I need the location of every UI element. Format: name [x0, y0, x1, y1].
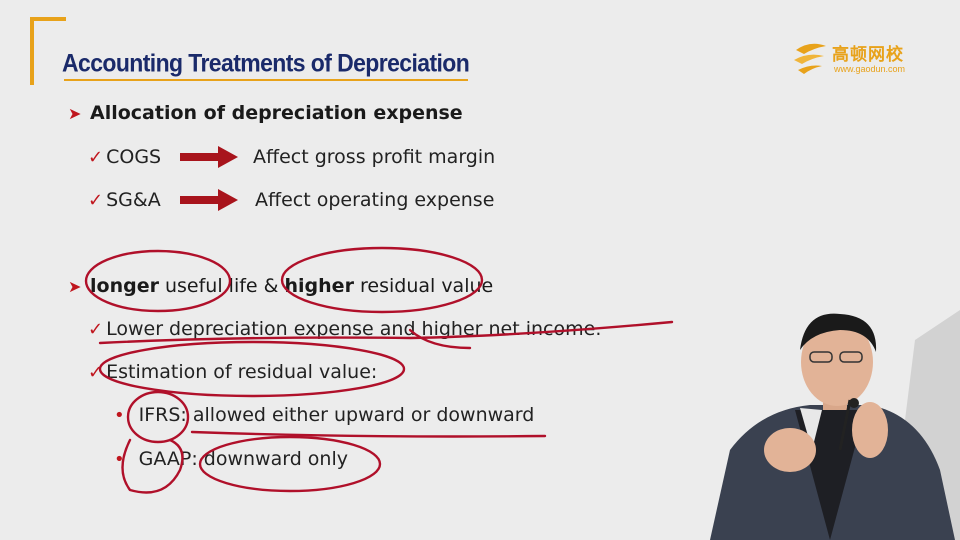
title-underline	[64, 79, 468, 81]
point1-text: Lower depreciation expense and higher ne…	[106, 318, 602, 340]
sub-ifrs: • IFRS: allowed either upward or downward	[114, 404, 534, 426]
check-icon: ✓	[88, 319, 104, 340]
ifrs-text: : allowed either upward or downward	[180, 404, 535, 426]
bullet-arrow-icon: ➤	[68, 104, 82, 123]
arrow-right-icon	[180, 189, 238, 211]
corner-bracket-decoration	[30, 17, 66, 85]
brand-logo: 高顿网校 www.gaodun.com	[792, 38, 922, 80]
bullet-arrow-icon: ➤	[68, 277, 82, 296]
section1-heading-line: ➤ Allocation of depreciation expense	[68, 102, 463, 124]
heading-mid: useful life &	[158, 275, 285, 297]
point-estimation: ✓ Estimation of residual value:	[88, 361, 377, 383]
presenter-video	[710, 310, 960, 540]
point2-text: Estimation of residual value:	[106, 361, 378, 383]
logo-swirl-icon	[794, 43, 826, 74]
check-icon: ✓	[88, 190, 104, 211]
sga-label: SG&A	[106, 189, 161, 211]
logo-chinese-text: 高顿网校	[832, 45, 904, 65]
gaap-label: GAAP	[138, 448, 192, 470]
gaap-text: : downward only	[191, 448, 349, 470]
check-icon: ✓	[88, 147, 104, 168]
heading-longer: longer	[90, 275, 159, 297]
cogs-label: COGS	[106, 146, 162, 168]
sga-row: ✓ SG&A	[88, 189, 161, 211]
heading-higher: higher	[284, 275, 354, 297]
section2-heading-line: ➤ longer useful life & higher residual va…	[68, 275, 493, 297]
arrow-right-icon	[180, 146, 238, 168]
cogs-result: Affect gross profit margin	[253, 146, 496, 168]
sga-result: Affect operating expense	[255, 189, 495, 211]
ifrs-label: IFRS	[138, 404, 181, 426]
section1-heading: Allocation of depreciation expense	[90, 102, 463, 124]
logo-url-text: www.gaodun.com	[834, 64, 906, 74]
sub-gaap: • GAAP: downward only	[114, 448, 348, 470]
heading-end: residual value	[353, 275, 494, 297]
cogs-row: ✓ COGS	[88, 146, 161, 168]
point-lower-depreciation: ✓ Lower depreciation expense and higher n…	[88, 318, 601, 340]
bullet-dot-icon: •	[114, 405, 125, 426]
bullet-dot-icon: •	[114, 449, 125, 470]
slide-title: Accounting Treatments of Depreciation	[62, 48, 470, 77]
check-icon: ✓	[88, 362, 104, 383]
ink-underline-ifrs	[190, 430, 547, 438]
